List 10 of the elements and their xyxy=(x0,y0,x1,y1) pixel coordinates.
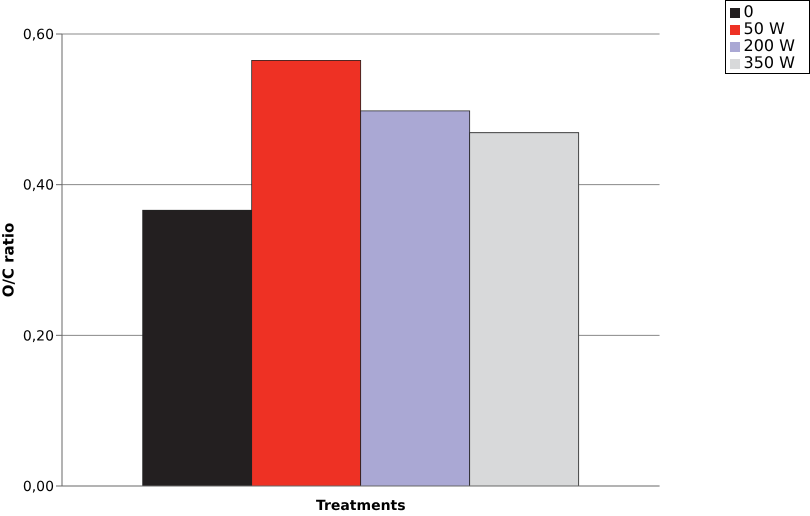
y-tick-label: 0,60 xyxy=(22,26,54,43)
y-axis-title: O/C ratio xyxy=(0,222,18,298)
y-tick-label: 0,40 xyxy=(22,178,54,194)
legend-label: 50 W xyxy=(744,19,785,38)
y-tick-label: 0,20 xyxy=(22,328,54,344)
legend-label: 200 W xyxy=(744,36,795,55)
legend-label: 350 W xyxy=(744,53,795,72)
x-axis-title: Treatments xyxy=(316,498,406,514)
legend-label: 0 xyxy=(744,2,754,21)
y-tick-label: 0,00 xyxy=(22,478,54,495)
